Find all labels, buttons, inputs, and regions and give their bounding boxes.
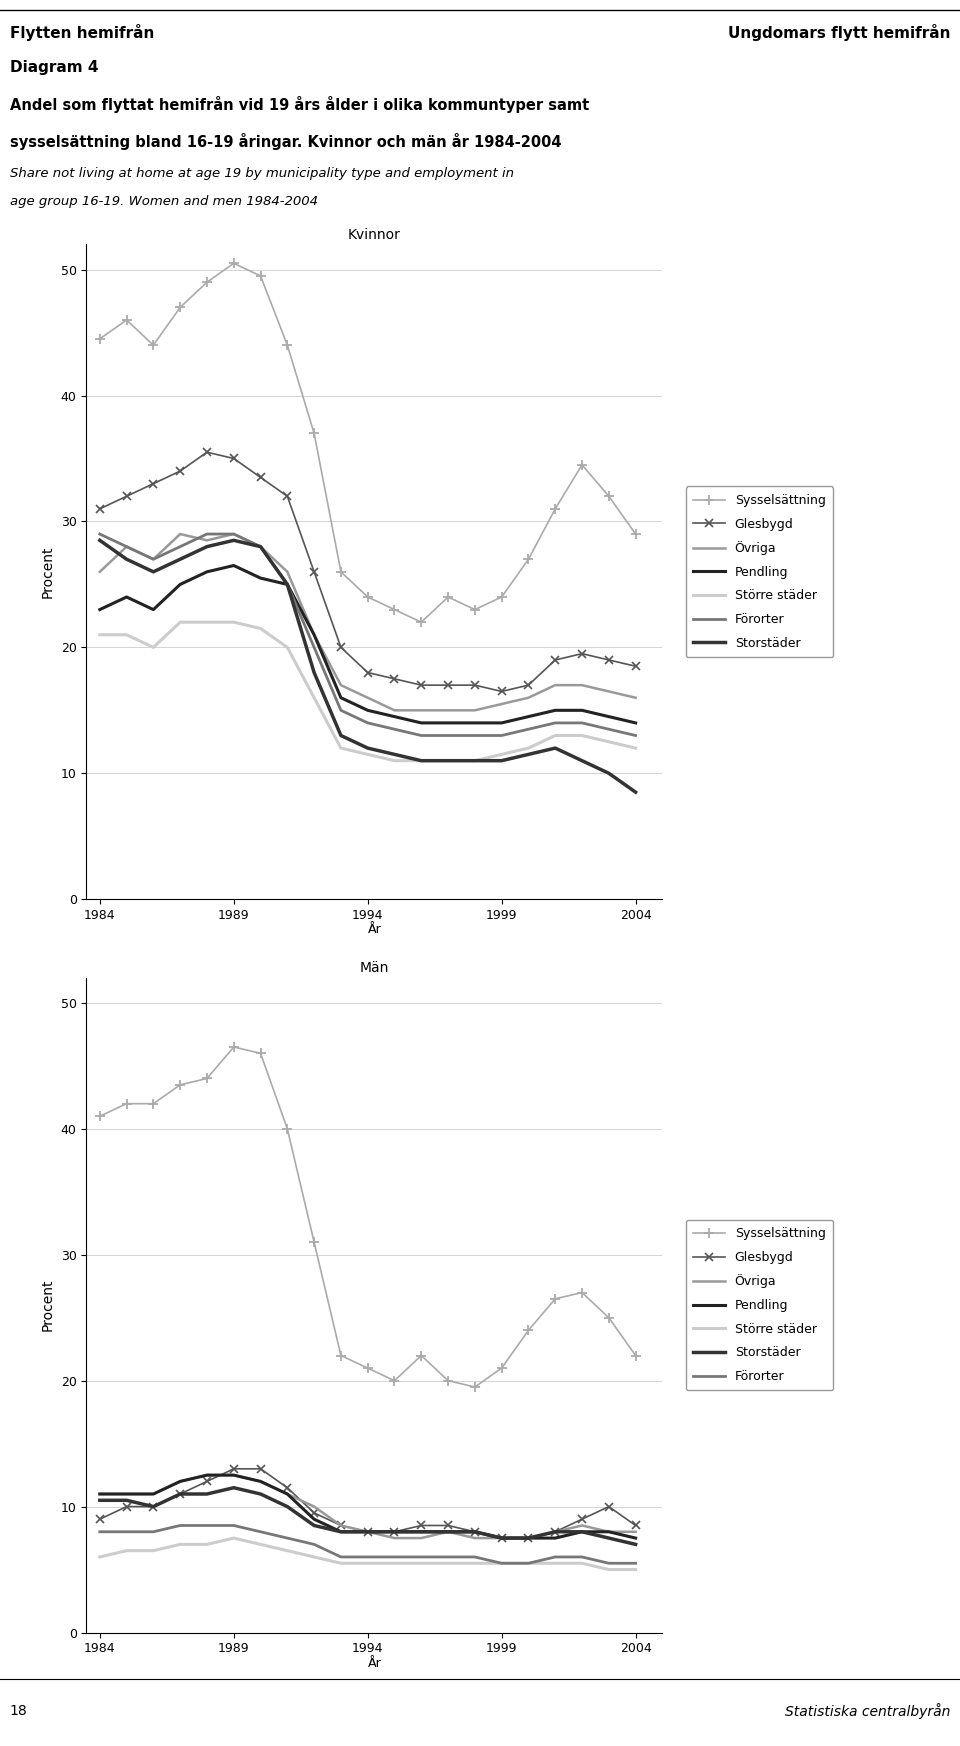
- Text: 18: 18: [10, 1704, 27, 1718]
- Text: Statistiska centralbyrån: Statistiska centralbyrån: [785, 1702, 950, 1718]
- Text: Andel som flyttat hemifrån vid 19 års ålder i olika kommuntyper samt: Andel som flyttat hemifrån vid 19 års ål…: [10, 96, 588, 113]
- X-axis label: År: År: [368, 1657, 381, 1669]
- Text: sysselsättning bland 16-19 åringar. Kvinnor och män år 1984-2004: sysselsättning bland 16-19 åringar. Kvin…: [10, 133, 561, 150]
- Y-axis label: Procent: Procent: [41, 1278, 55, 1332]
- Text: age group 16-19. Women and men 1984-2004: age group 16-19. Women and men 1984-2004: [10, 196, 318, 208]
- Text: Diagram 4: Diagram 4: [10, 59, 98, 75]
- Text: Share not living at home at age 19 by municipality type and employment in: Share not living at home at age 19 by mu…: [10, 166, 514, 180]
- Text: Flytten hemifrån: Flytten hemifrån: [10, 24, 154, 42]
- Y-axis label: Procent: Procent: [41, 545, 55, 599]
- Title: Kvinnor: Kvinnor: [348, 229, 401, 243]
- Text: Ungdomars flytt hemifrån: Ungdomars flytt hemifrån: [728, 24, 950, 42]
- X-axis label: År: År: [368, 924, 381, 936]
- Title: Män: Män: [360, 962, 389, 976]
- Legend: Sysselsättning, Glesbygd, Övriga, Pendling, Större städer, Storstäder, Förorter: Sysselsättning, Glesbygd, Övriga, Pendli…: [686, 1220, 833, 1390]
- Legend: Sysselsättning, Glesbygd, Övriga, Pendling, Större städer, Förorter, Storstäder: Sysselsättning, Glesbygd, Övriga, Pendli…: [686, 487, 833, 656]
